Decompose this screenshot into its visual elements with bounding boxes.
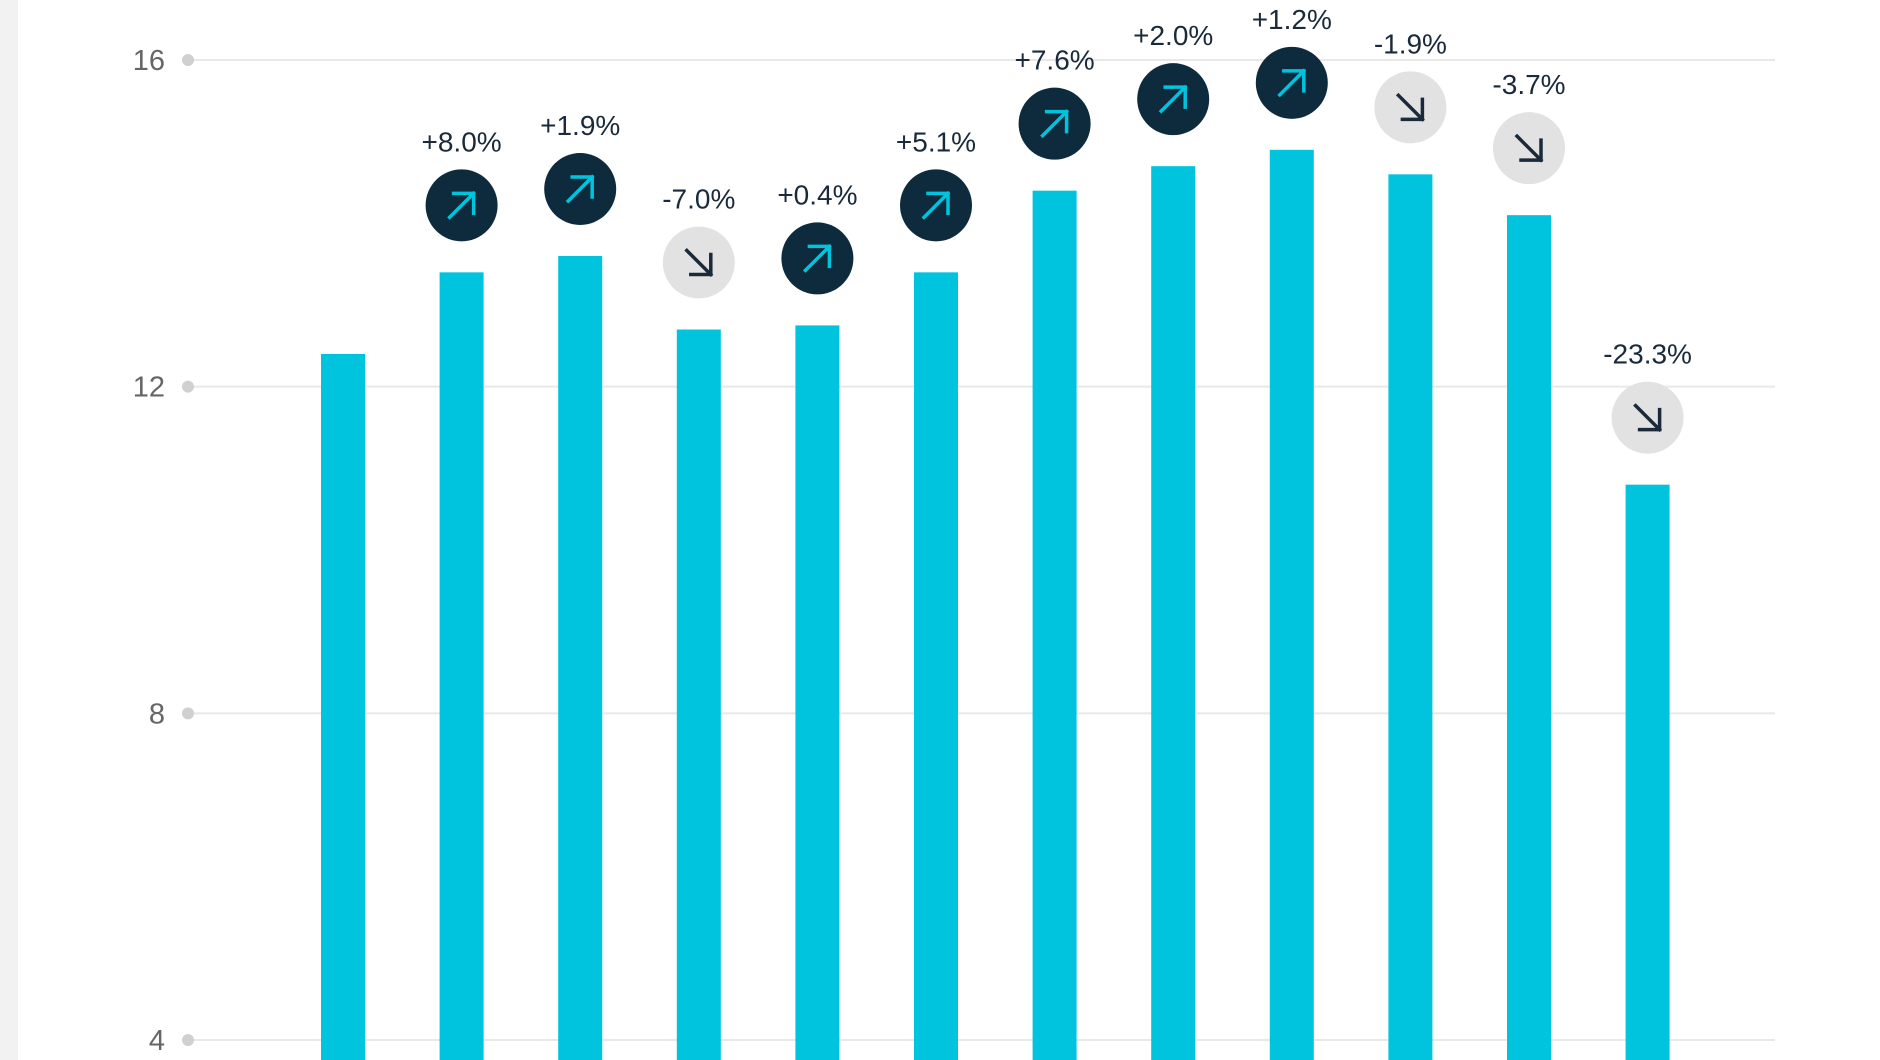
- change-label: +1.2%: [1252, 4, 1332, 35]
- y-tick-dot: [182, 707, 194, 720]
- bar: [1151, 166, 1196, 1060]
- bar: [1269, 149, 1314, 1060]
- y-tick-label: 12: [133, 372, 165, 404]
- change-label: +1.9%: [540, 110, 620, 141]
- change-badges-layer: +8.0% +1.9% -7.0% +0.4% +5.1% +7.6% +2.0% +1.2%…: [422, 4, 1692, 454]
- bar: [1625, 484, 1670, 1060]
- arrow-down-right-icon: [1633, 403, 1663, 433]
- change-label: -7.0%: [662, 184, 735, 215]
- arrow-up-right-icon: [921, 190, 951, 220]
- arrow-down-right-icon: [1514, 133, 1544, 163]
- arrow-down-right-icon: [1395, 92, 1425, 122]
- arrow-up-right-icon: [1158, 84, 1188, 114]
- arrow-up-right-icon: [1277, 68, 1307, 98]
- arrow-up-right-icon: [447, 190, 477, 220]
- change-label: +5.1%: [896, 126, 976, 157]
- bar: [439, 272, 484, 1060]
- arrow-down-right-icon: [684, 248, 714, 277]
- y-tick-label: 4: [149, 1025, 165, 1057]
- arrow-up-right-icon: [1040, 109, 1070, 139]
- arrow-up-right-icon: [802, 243, 832, 273]
- bar: [795, 325, 840, 1060]
- left-margin-strip: [0, 0, 18, 1060]
- change-label: +2.0%: [1133, 20, 1213, 51]
- bar: [676, 329, 721, 1060]
- y-tick-label: 8: [149, 698, 165, 730]
- y-tick-label: 16: [133, 45, 165, 77]
- bars-layer: [321, 149, 1670, 1060]
- bar: [321, 354, 365, 1060]
- change-label: +0.4%: [777, 179, 857, 210]
- change-label: -3.7%: [1492, 69, 1565, 100]
- bar: [1032, 190, 1077, 1060]
- change-label: -1.9%: [1374, 28, 1447, 59]
- bar: [558, 256, 603, 1060]
- bar: [1507, 215, 1551, 1060]
- change-label: +7.6%: [1015, 45, 1095, 76]
- y-tick-dot: [182, 380, 194, 393]
- y-tick-dot: [182, 54, 194, 66]
- arrow-up-right-icon: [565, 174, 595, 204]
- change-label: -23.3%: [1603, 339, 1692, 370]
- change-label: +8.0%: [422, 126, 502, 157]
- bar: [1388, 174, 1433, 1060]
- y-tick-dot: [182, 1034, 194, 1046]
- bar: [914, 272, 958, 1060]
